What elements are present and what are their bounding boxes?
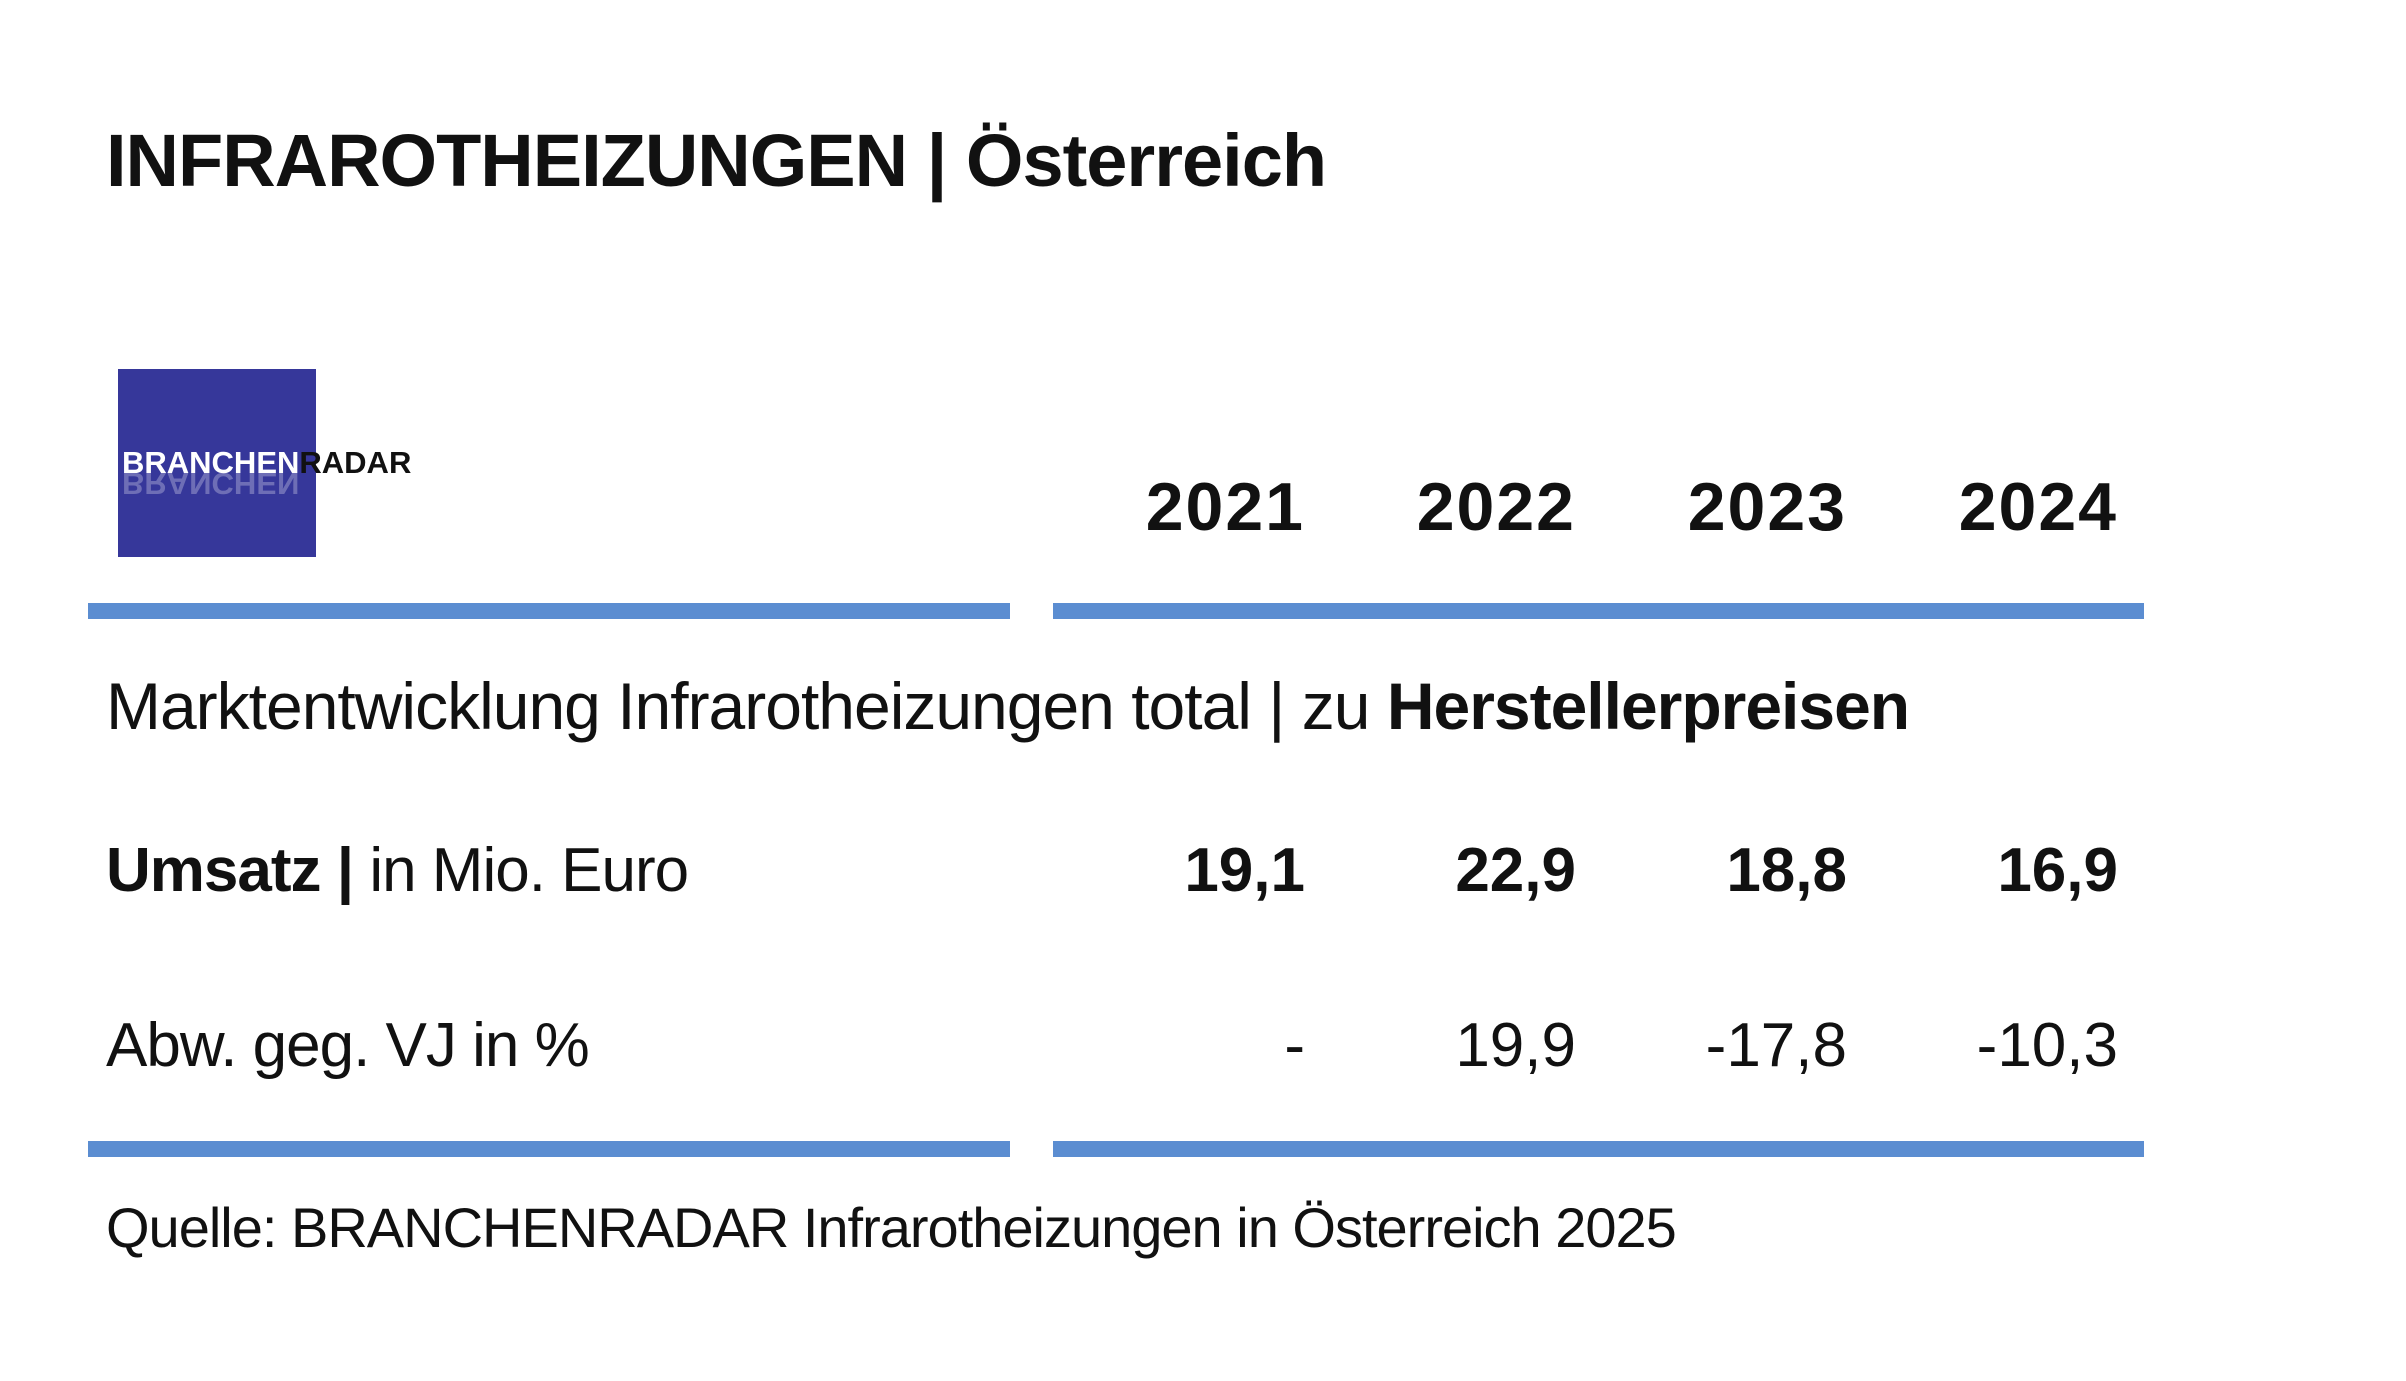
- year-header-2024: 2024: [1958, 469, 2118, 545]
- bottom-rule-right: [1053, 1141, 2144, 1157]
- top-rule-left: [88, 603, 1010, 619]
- logo-word-1: BRANCHEN: [122, 445, 300, 480]
- umsatz-2022: 22,9: [1455, 836, 1576, 905]
- logo-wordmark: BRANCHENRADAR: [122, 445, 411, 481]
- umsatz-2024: 16,9: [1997, 836, 2118, 905]
- page-title: INFRAROTHEIZUNGEN | Österreich: [106, 119, 1327, 202]
- umsatz-2023: 18,8: [1726, 836, 1847, 905]
- year-header-2023: 2023: [1687, 469, 1847, 545]
- year-header-2022: 2022: [1416, 469, 1576, 545]
- abweichung-2023: -17,8: [1705, 1011, 1847, 1080]
- branchenradar-logo: [118, 369, 316, 557]
- year-header-2021: 2021: [1145, 469, 1305, 545]
- logo-word-2: RADAR: [299, 445, 412, 480]
- source-note: Quelle: BRANCHENRADAR Infrarotheizungen …: [106, 1196, 1677, 1259]
- abweichung-2021: -: [1284, 1011, 1305, 1080]
- bottom-rule-left: [88, 1141, 1010, 1157]
- top-rule-right: [1053, 603, 2144, 619]
- table-subtitle: Marktentwicklung Infrarotheizungen total…: [106, 669, 1910, 743]
- row-label-umsatz: Umsatz | in Mio. Euro: [106, 836, 689, 905]
- subtitle-bold: Herstellerpreisen: [1386, 669, 1910, 743]
- abweichung-2022: 19,9: [1455, 1011, 1576, 1080]
- row-label-abweichung: Abw. geg. VJ in %: [106, 1011, 590, 1080]
- umsatz-2021: 19,1: [1184, 836, 1305, 905]
- abweichung-2024: -10,3: [1976, 1011, 2118, 1080]
